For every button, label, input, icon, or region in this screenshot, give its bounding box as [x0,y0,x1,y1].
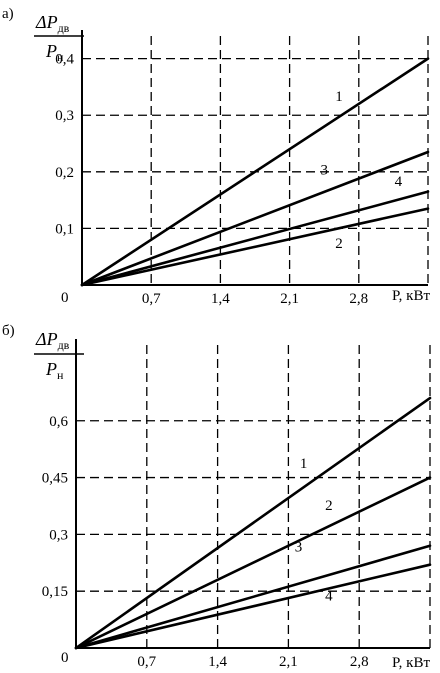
y-axis-label: ΔPдв Pн [34,12,84,64]
series-line-1 [80,57,430,287]
series-group: 1 3 4 2 [80,57,430,287]
y-label-numerator: ΔPдв [35,12,70,35]
y-tick-label: 0,2 [55,165,74,181]
tick-labels: 0,7 1,4 2,1 2,8 0,1 0,2 0,3 0,4 [55,52,368,307]
tick-labels: 0,7 1,4 2,1 2,8 0,15 0,3 0,45 0,6 [42,414,369,670]
x-tick-label: 1,4 [208,654,227,670]
y-label-numerator: ΔPдв [35,329,70,352]
series-label-1: 1 [300,456,308,472]
series-line-1 [74,396,432,650]
y-axis-label: ΔPдв Pн [34,329,84,382]
x-tick-label: 2,8 [349,291,368,307]
x-tick-label: 0,7 [137,654,156,670]
origin-label: 0 [61,650,69,666]
y-tick-label: 0,45 [42,471,68,487]
x-tick-label: 0,7 [142,291,161,307]
series-line-4 [80,190,430,287]
series-group: 1 2 3 4 [74,396,432,650]
y-tick-label: 0,3 [49,527,68,543]
series-line-2 [80,207,430,287]
x-tick-label: 2,1 [280,291,299,307]
series-label-2: 2 [325,498,333,514]
grid [82,36,429,285]
series-line-3 [80,150,430,287]
axes [75,339,430,649]
series-line-2 [74,476,432,650]
origin-label: 0 [61,290,69,306]
x-axis-label: P, кВт [392,655,430,671]
y-tick-label: 0,15 [42,584,68,600]
y-tick-label: 0,1 [55,221,74,237]
panel-label: а) [2,6,14,22]
y-label-denominator: Pн [45,41,64,64]
grid [76,345,431,648]
panel-label: б) [2,323,15,339]
series-label-3: 3 [320,163,328,179]
series-label-2: 2 [335,236,343,252]
y-tick-label: 0,4 [55,52,74,68]
y-tick-label: 0,6 [49,414,68,430]
series-label-4: 4 [395,174,403,190]
series-line-4 [74,563,432,650]
x-tick-label: 1,4 [211,291,230,307]
axes [81,30,428,286]
chart-panel-a: а) ΔPдв Pн 1 3 4 2 0,7 1,4 2,1 2,8 0,1 0,2 0,3 0,4… [2,6,430,307]
x-tick-label: 2,1 [279,654,298,670]
series-label-1: 1 [335,89,343,105]
x-tick-label: 2,8 [350,654,369,670]
series-line-3 [74,544,432,650]
y-label-denominator: Pн [45,359,64,382]
series-label-3: 3 [295,539,303,555]
series-label-4: 4 [325,589,333,605]
x-axis-label: P, кВт [392,288,430,304]
y-tick-label: 0,3 [55,108,74,124]
